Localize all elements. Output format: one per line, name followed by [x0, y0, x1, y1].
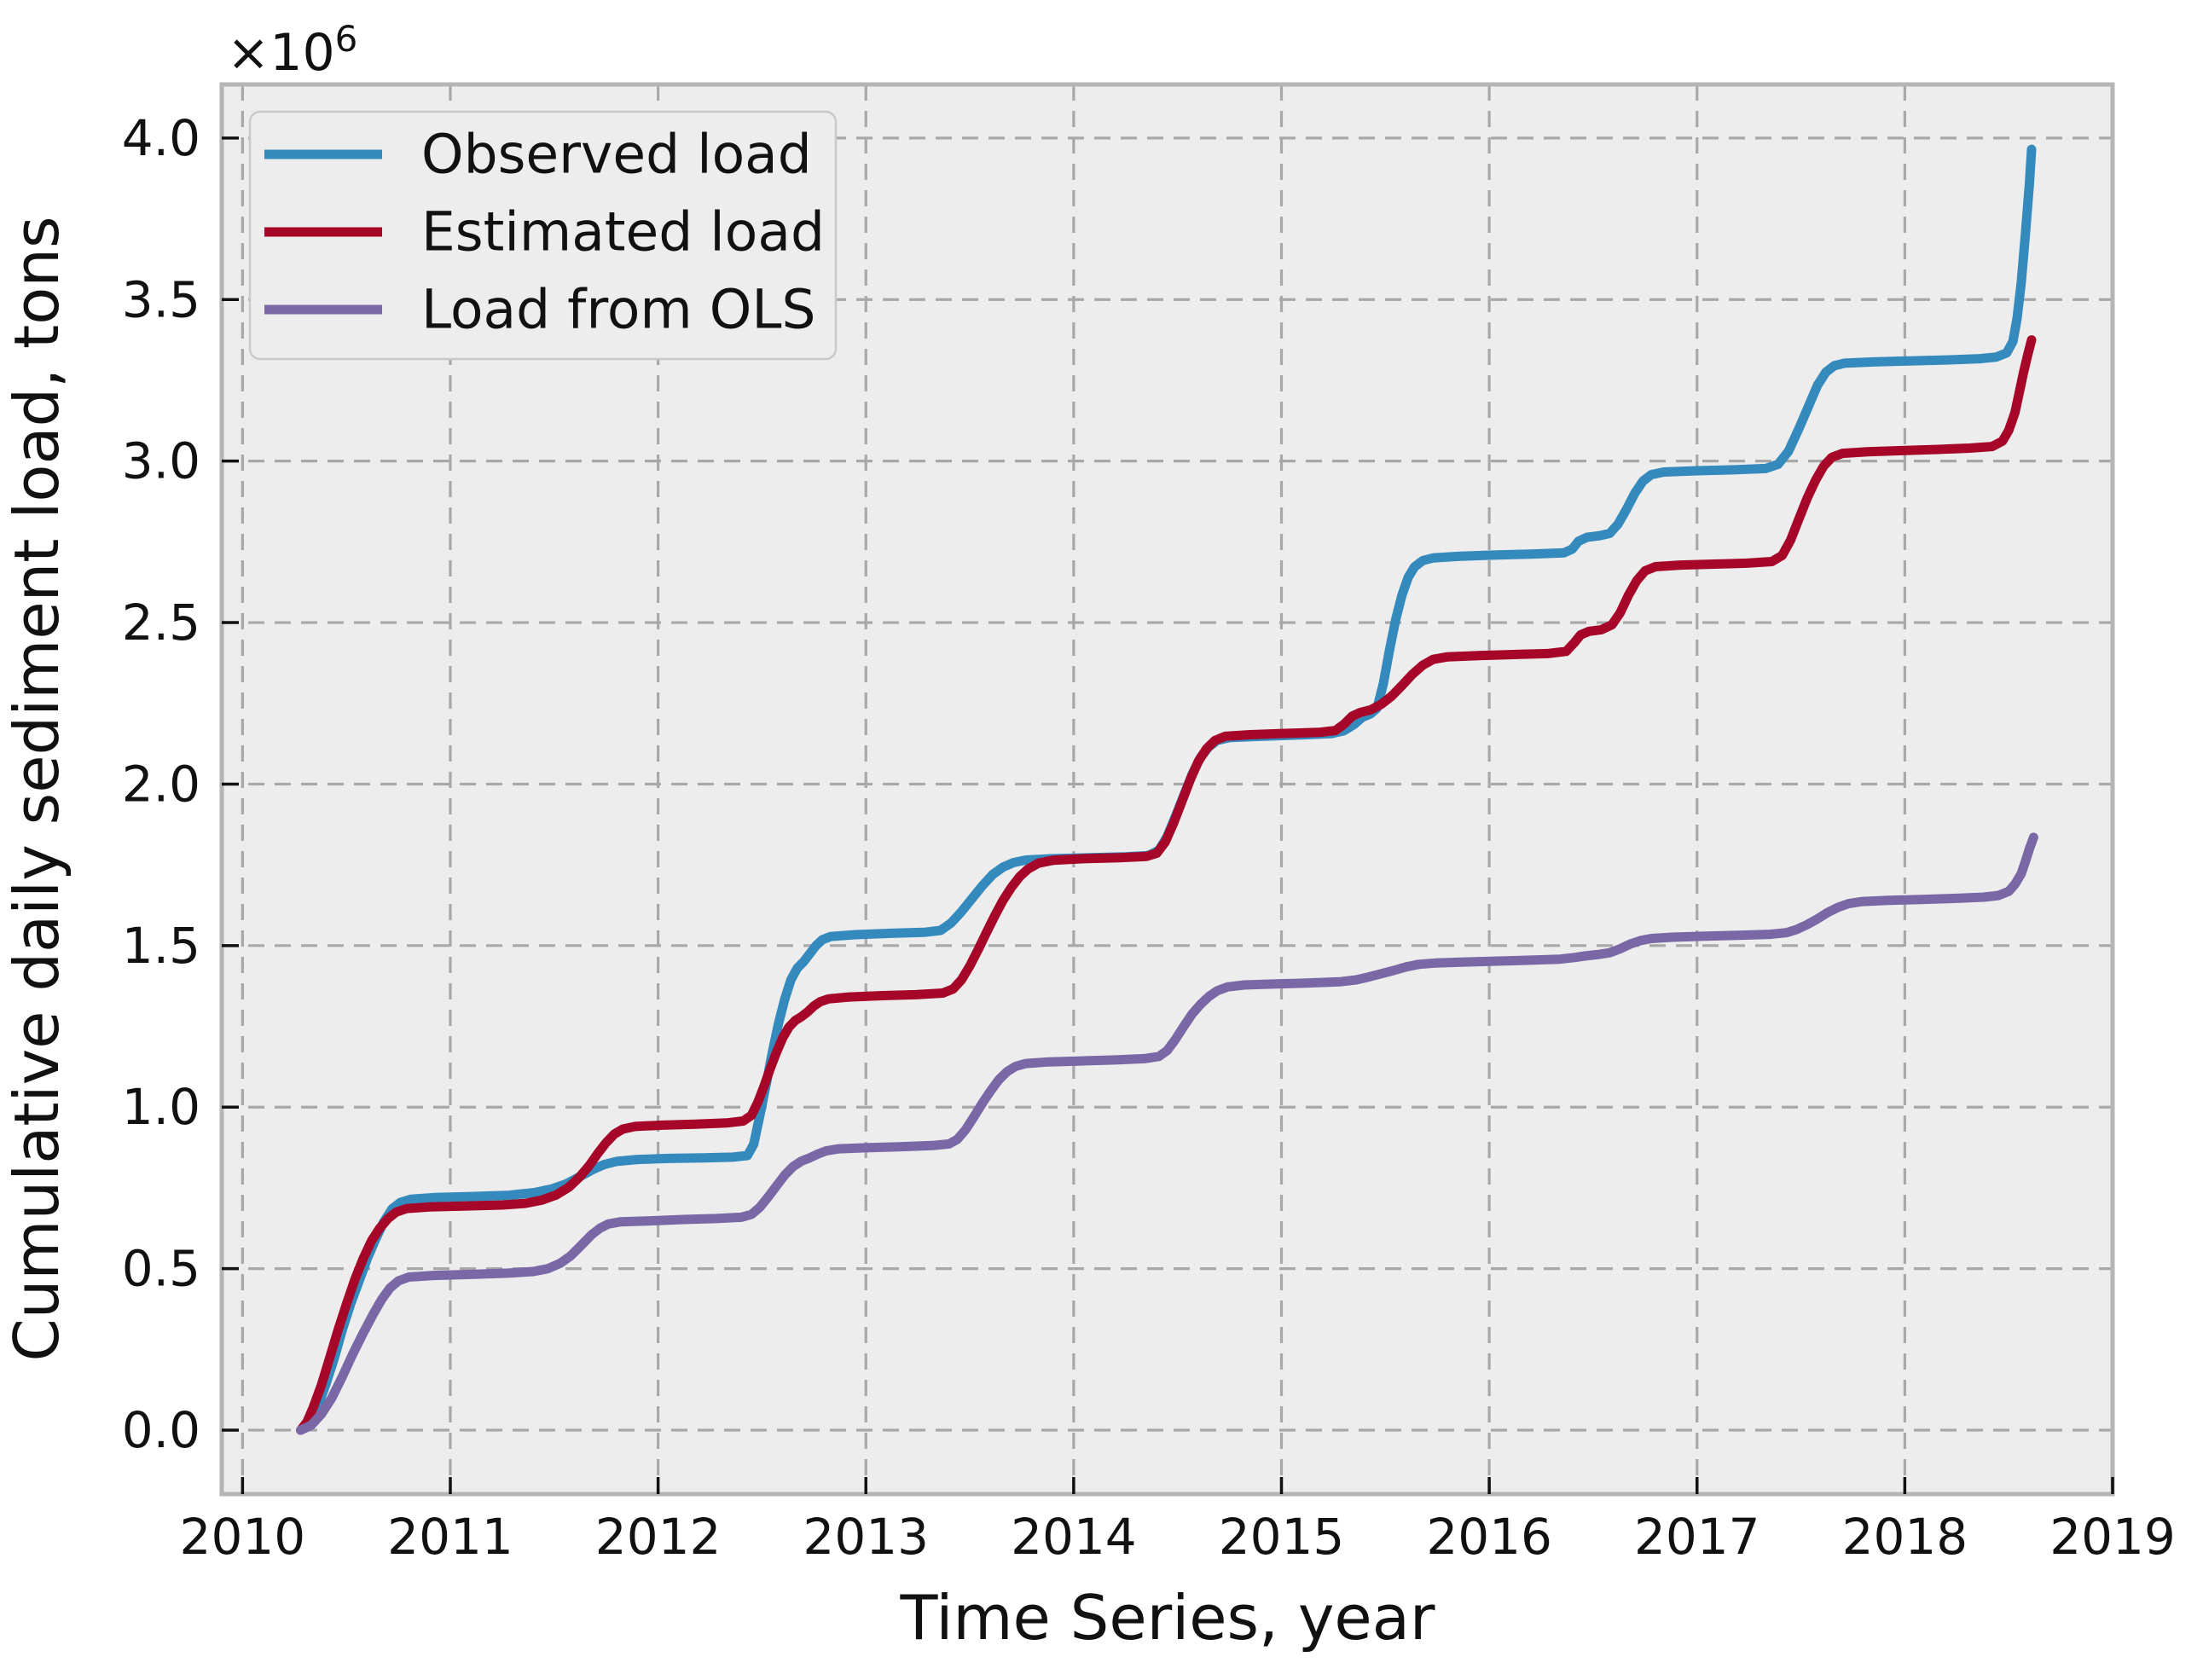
x-tick-label-2018: 2018 — [1842, 1508, 1968, 1566]
x-tick-labels: 2010 2011 2012 2013 2014 2015 2016 2017 2018 2019 — [180, 1508, 2176, 1566]
x-tick-label-2016: 2016 — [1426, 1508, 1552, 1566]
x-tick-label-2012: 2012 — [595, 1508, 722, 1566]
y-tick-label-2.0: 2.0 — [122, 755, 200, 813]
axes-frame — [219, 82, 2115, 1497]
axes-spines — [219, 82, 2115, 1497]
y-tick-label-1.0: 1.0 — [122, 1078, 200, 1136]
legend-label-observed-load: Observed load — [421, 124, 812, 186]
y-tick-label-3.5: 3.5 — [122, 270, 200, 328]
series-line-load-from-ols — [296, 832, 2038, 1435]
series-lines — [296, 144, 2038, 1435]
y-axis-offset-text: ×106 — [227, 18, 357, 83]
legend: Observed load Estimated load Load from O… — [248, 110, 838, 361]
legend-frame — [248, 110, 838, 361]
x-tick-label-2019: 2019 — [2049, 1508, 2176, 1566]
x-tick-label-2011: 2011 — [387, 1508, 513, 1566]
legend-label-load-from-ols: Load from OLS — [421, 279, 815, 341]
y-tick-label-2.5: 2.5 — [122, 594, 200, 652]
gridlines — [222, 84, 2114, 1494]
y-tick-label-1.5: 1.5 — [122, 917, 200, 975]
x-tick-label-2013: 2013 — [803, 1508, 929, 1566]
y-tick-label-0.5: 0.5 — [122, 1240, 200, 1298]
x-tick-label-2015: 2015 — [1219, 1508, 1345, 1566]
y-tick-label-4.0: 4.0 — [122, 109, 200, 167]
axis-ticks — [222, 136, 2114, 1494]
y-axis-label: Cumulative daily sediment load, tons — [1, 217, 72, 1362]
x-tick-label-2014: 2014 — [1011, 1508, 1137, 1566]
y-tick-label-0.0: 0.0 — [122, 1401, 200, 1459]
legend-label-estimated-load: Estimated load — [421, 201, 825, 264]
x-tick-label-2010: 2010 — [180, 1508, 306, 1566]
series-line-estimated-load — [296, 335, 2037, 1435]
x-tick-label-2017: 2017 — [1634, 1508, 1760, 1566]
y-tick-label-3.0: 3.0 — [122, 432, 200, 490]
x-axis-label: Time Series, year — [900, 1582, 1435, 1654]
y-tick-labels: 0.0 0.5 1.0 1.5 2.0 2.5 3.0 3.5 4.0 — [122, 109, 200, 1459]
